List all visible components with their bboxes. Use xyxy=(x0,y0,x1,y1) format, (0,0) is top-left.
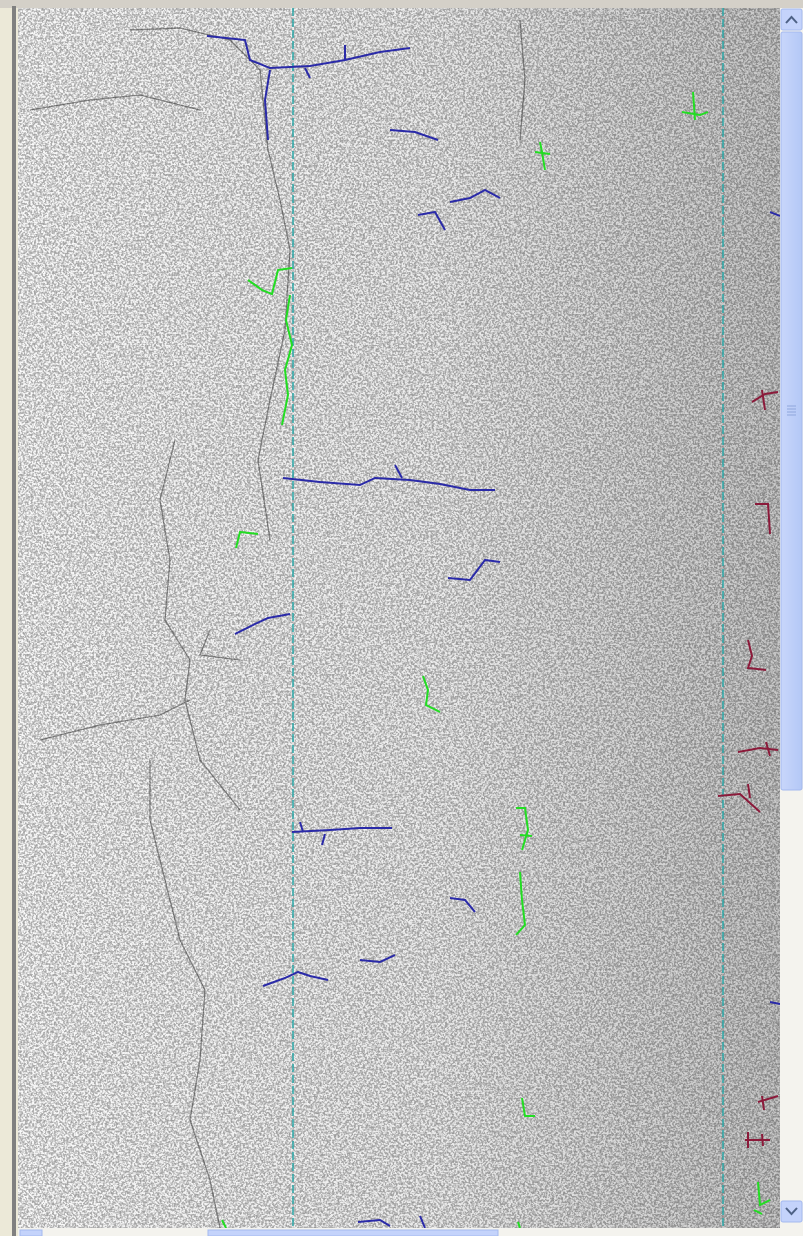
pavement-image xyxy=(18,8,781,1229)
crack xyxy=(221,1219,521,1229)
scroll-down-button[interactable] xyxy=(780,1200,803,1223)
crack xyxy=(717,783,761,813)
crack-line xyxy=(149,760,221,1229)
crack-line xyxy=(39,699,191,741)
crack xyxy=(515,871,527,936)
transverse-cracks xyxy=(206,35,781,1229)
crack xyxy=(751,389,779,411)
crack-line xyxy=(159,439,241,811)
crack xyxy=(291,821,392,846)
crack xyxy=(389,129,439,141)
arrow-icon xyxy=(785,1207,798,1216)
crack-line xyxy=(29,94,201,111)
crack xyxy=(516,807,533,851)
button-face[interactable] xyxy=(780,8,803,31)
edge-cracks xyxy=(717,389,779,1148)
scroll-thumb[interactable] xyxy=(207,1229,499,1236)
texture-shade xyxy=(18,8,780,1228)
thumb-grip xyxy=(787,405,796,416)
crack xyxy=(206,35,411,70)
crack xyxy=(247,267,293,296)
crack xyxy=(737,741,779,757)
crack-line xyxy=(519,19,526,141)
arrow-icon xyxy=(785,15,798,24)
crack xyxy=(234,613,291,635)
crack xyxy=(357,1215,426,1229)
crack xyxy=(755,503,771,535)
button-face[interactable] xyxy=(780,1200,803,1223)
crack xyxy=(235,530,259,549)
vertical-scrollbar xyxy=(780,8,803,1228)
crack xyxy=(449,897,476,913)
crack-line xyxy=(199,629,241,661)
crack xyxy=(422,675,441,713)
crack xyxy=(753,1181,771,1215)
scroll-up-button[interactable] xyxy=(780,8,803,31)
crack xyxy=(757,1095,779,1111)
crack xyxy=(746,639,767,671)
crack xyxy=(282,464,495,491)
crack xyxy=(263,45,346,141)
crack xyxy=(521,1097,535,1117)
crack xyxy=(534,141,551,171)
crack xyxy=(681,91,709,121)
horizontal-scrollbar xyxy=(18,1228,803,1236)
left-border xyxy=(12,6,16,1236)
scroll-thumb[interactable] xyxy=(780,31,803,791)
longitudinal-cracks xyxy=(221,91,771,1229)
crack xyxy=(769,211,781,1005)
crack xyxy=(447,558,501,582)
crack xyxy=(281,294,294,426)
scroll-left-button[interactable] xyxy=(19,1229,43,1236)
crack xyxy=(745,1132,770,1148)
top-border xyxy=(0,0,803,8)
crack xyxy=(417,188,501,231)
crack xyxy=(262,954,396,987)
